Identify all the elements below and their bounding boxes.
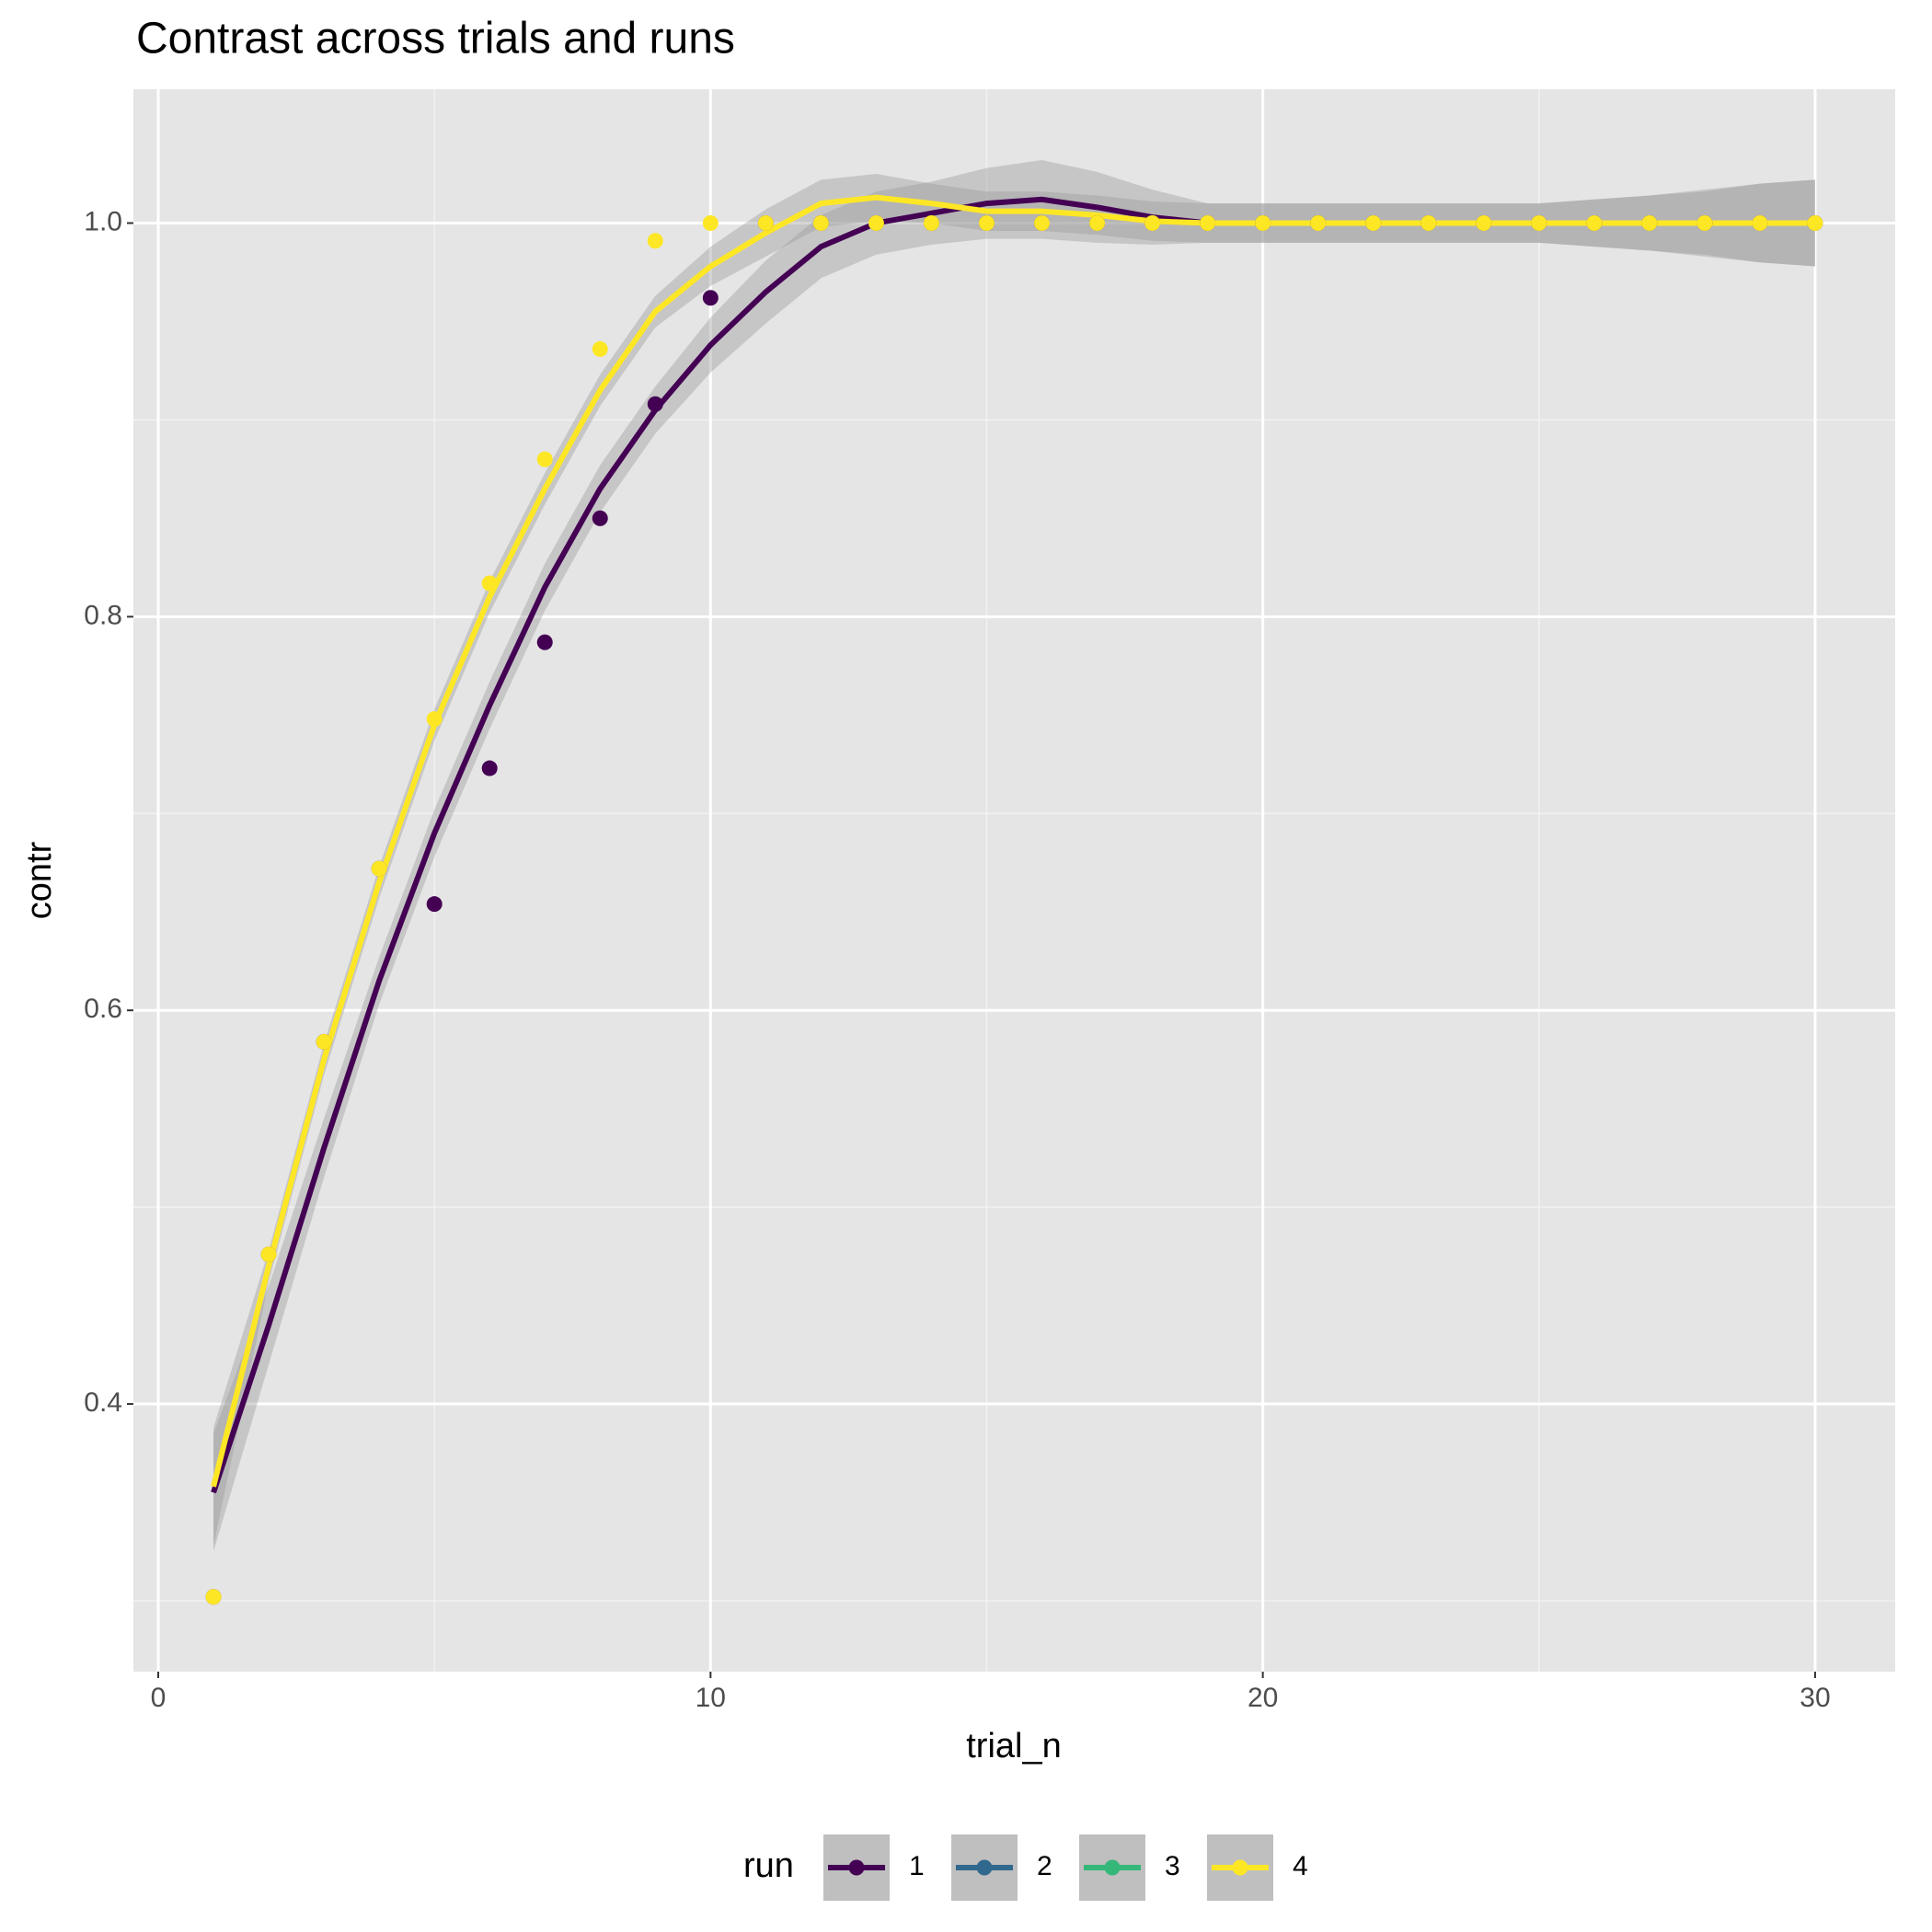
- y-axis-label: contr: [20, 841, 59, 919]
- legend-key-point: [1104, 1859, 1121, 1876]
- point: [1034, 214, 1051, 231]
- x-tick-label: 10: [696, 1683, 726, 1713]
- point: [1586, 214, 1603, 231]
- legend-label: 1: [909, 1851, 925, 1881]
- point: [868, 214, 884, 231]
- panel: [133, 89, 1895, 1672]
- point: [1255, 214, 1271, 231]
- point: [260, 1246, 277, 1262]
- point: [426, 896, 443, 913]
- x-tick-label: 0: [151, 1683, 167, 1713]
- x-axis-label: trial_n: [966, 1727, 1062, 1765]
- point: [481, 575, 498, 592]
- point: [647, 233, 663, 249]
- legend-key-point: [1232, 1859, 1248, 1876]
- legend-label: 2: [1037, 1851, 1052, 1881]
- smooth-line: [211, 194, 1815, 1488]
- point: [426, 711, 443, 728]
- point: [592, 510, 608, 526]
- point: [1420, 214, 1437, 231]
- point: [371, 860, 387, 877]
- point: [1476, 214, 1492, 231]
- legend-title: run: [743, 1846, 794, 1885]
- point: [536, 451, 553, 467]
- point: [702, 290, 719, 306]
- legend-label: 4: [1293, 1851, 1308, 1881]
- y-tick-label: 0.6: [84, 994, 122, 1024]
- x-tick-label: 30: [1800, 1683, 1830, 1713]
- point: [702, 214, 719, 231]
- point: [1144, 214, 1161, 231]
- point: [1089, 214, 1106, 231]
- y-tick-label: 1.0: [84, 206, 122, 236]
- point: [316, 1033, 332, 1050]
- point: [536, 634, 553, 650]
- point: [481, 760, 498, 776]
- point: [1200, 214, 1216, 231]
- point: [812, 214, 829, 231]
- point: [1365, 214, 1382, 231]
- legend-key-point: [848, 1859, 865, 1876]
- point: [757, 214, 774, 231]
- chart-title: Contrast across trials and runs: [136, 15, 735, 63]
- point: [1531, 214, 1547, 231]
- point: [592, 340, 608, 357]
- legend-label: 3: [1165, 1851, 1180, 1881]
- point: [978, 214, 995, 231]
- y-tick-label: 0.8: [84, 600, 122, 630]
- legend-key-point: [976, 1859, 993, 1876]
- point: [1310, 214, 1327, 231]
- point: [647, 396, 663, 412]
- point: [1807, 214, 1823, 231]
- point: [205, 1589, 222, 1605]
- point: [923, 214, 939, 231]
- point: [1752, 214, 1768, 231]
- point: [1696, 214, 1713, 231]
- x-tick-label: 20: [1248, 1683, 1278, 1713]
- point: [1641, 214, 1658, 231]
- y-tick-label: 0.4: [84, 1387, 122, 1418]
